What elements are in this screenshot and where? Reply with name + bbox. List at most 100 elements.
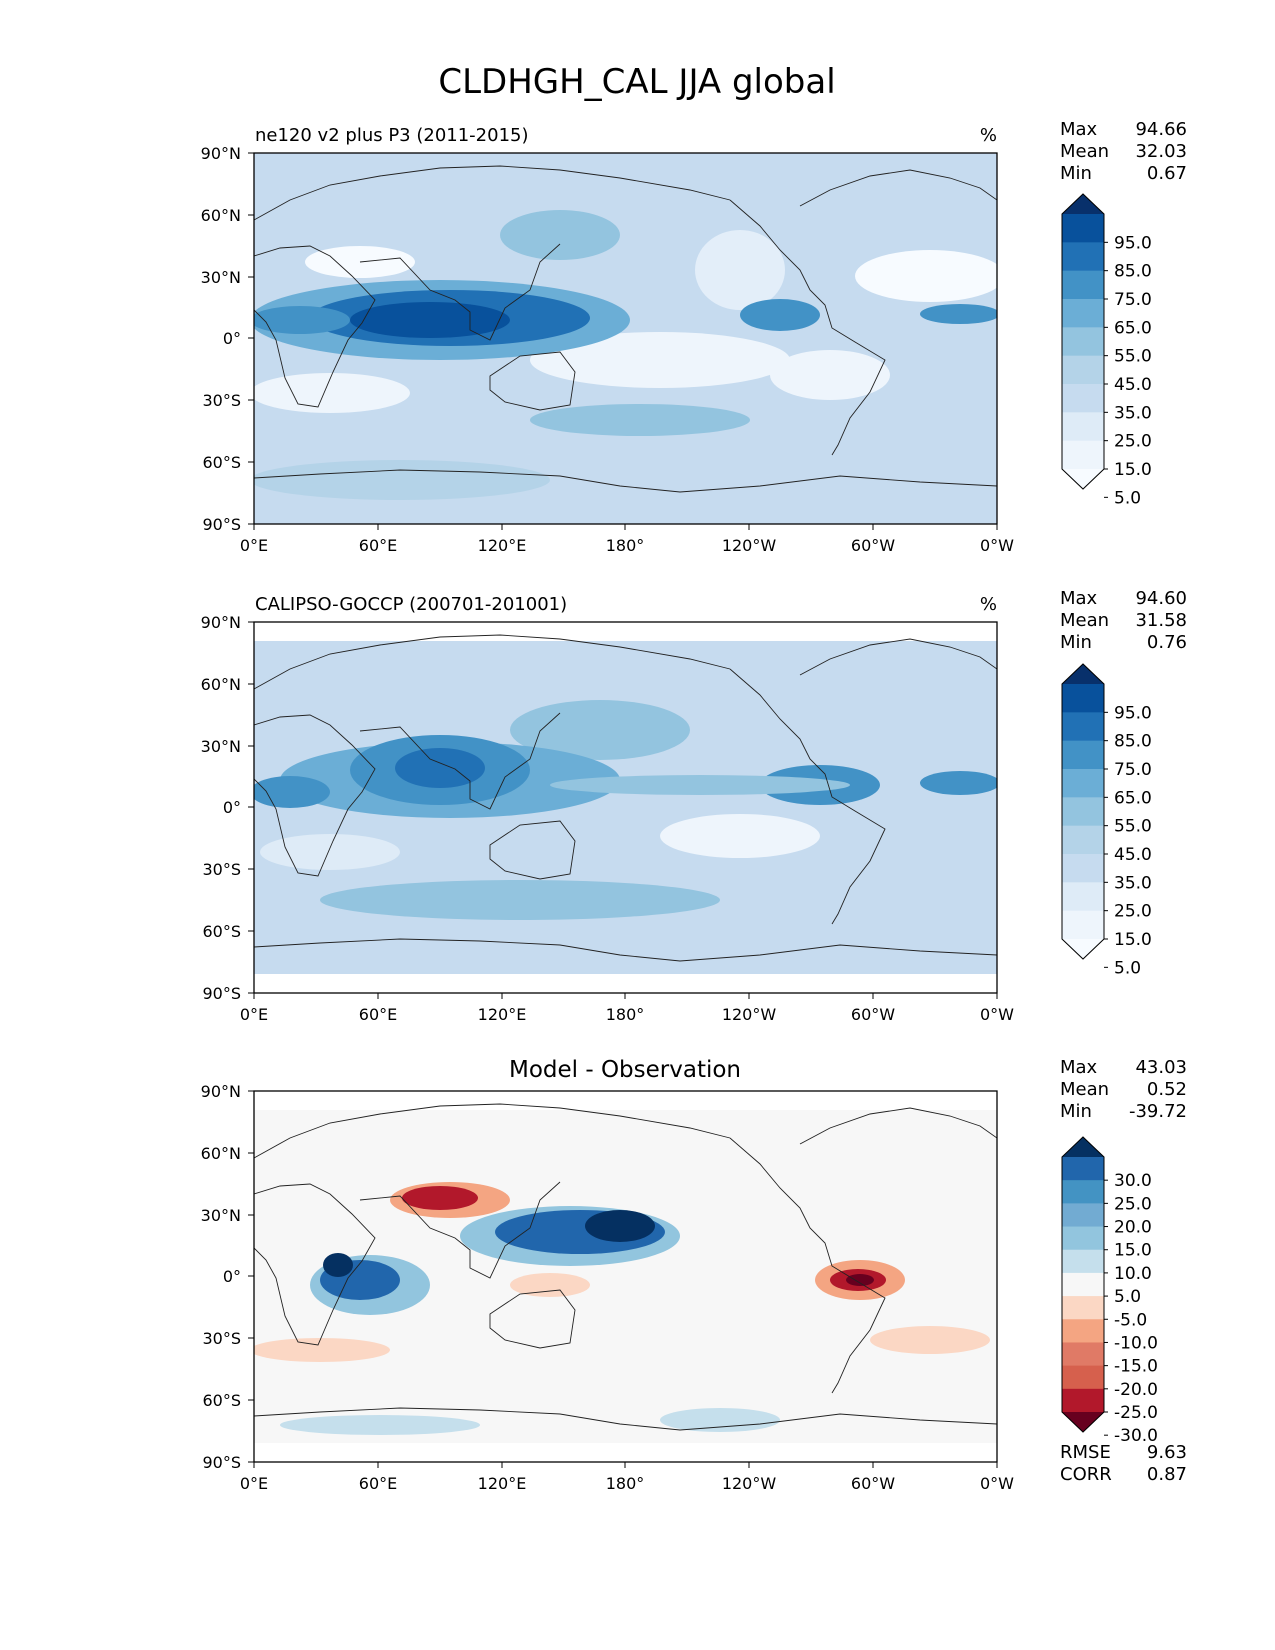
cb-model-segment-2 [1062,242,1104,272]
lon-tick-model-0: 0°E [240,536,268,555]
cb-model-extend-top [1062,194,1104,214]
cb-diff-segment-10 [1062,1365,1104,1390]
cb-diff-label-6: -5.0 [1114,1310,1147,1330]
cb-obs-label-7: 25.0 [1114,902,1152,922]
lat-tick-obs-2: 30°N [201,737,241,756]
lon-tick-obs-6: 0°W [980,1005,1014,1024]
cb-obs-segment-9 [1062,910,1104,940]
cb-obs-label-8: 15.0 [1114,930,1152,950]
colorbar-model: 95.0 85.0 75.0 65.0 55.0 45.0 35.0 25.0 15.0 5.0 [1061,193,1152,508]
lon-tick-obs-2: 120°E [478,1005,527,1024]
cb-diff-label-5: 5.0 [1114,1287,1141,1307]
cb-diff-label-2: 20.0 [1114,1218,1152,1238]
figure-title: CLDHGH_CAL JJA global [438,62,835,102]
cb-obs-segment-3 [1062,740,1104,770]
cb-model-segment-8 [1062,412,1104,442]
stats-model: Max 94.66 Mean 32.03 Min 0.67 [1060,119,1187,184]
stat-value-model-min: 0.67 [1147,163,1187,184]
lon-tick-model-5: 60°W [851,536,895,555]
stat-label-obs-min: Min [1060,632,1092,653]
cb-diff-label-4: 10.0 [1114,1264,1152,1284]
cb-obs-segment-2 [1062,712,1104,742]
cb-obs-extend-top [1062,664,1104,684]
lon-tick-obs-5: 60°W [851,1005,895,1024]
lat-tick-obs-6: 90°S [202,984,241,1003]
metric-value-corr: 0.87 [1147,1464,1187,1485]
lat-tick-model-0: 90°N [201,144,241,163]
cb-obs-segment-1 [1062,684,1104,713]
cb-model-label-9: 5.0 [1114,488,1141,508]
metric-value-rmse: 9.63 [1147,1442,1187,1463]
cb-diff-label-9: -20.0 [1114,1380,1158,1400]
panel-obs: CALIPSO-GOCCP (200701-201001) % [201,588,1187,1024]
cb-obs-segment-7 [1062,854,1104,883]
colorbar-diff: 30.0 25.0 20.0 15.0 10.0 5.0 -5.0 -10.0 -15.0 -20… [1061,1136,1158,1446]
lon-tick-diff-1: 60°E [359,1474,397,1493]
panel-obs-units: % [980,594,997,615]
metrics-diff: RMSE 9.63 CORR 0.87 [1060,1442,1187,1485]
stat-label-model-min: Min [1060,163,1092,184]
lon-tick-model-4: 120°W [722,536,777,555]
lon-tick-model-6: 0°W [980,536,1014,555]
lon-tick-obs-0: 0°E [240,1005,268,1024]
lat-tick-model-4: 30°S [202,391,241,410]
cb-obs-label-1: 85.0 [1114,732,1152,752]
cb-diff-segment-6 [1062,1272,1104,1297]
stat-value-model-mean: 32.03 [1135,141,1187,162]
cb-obs-segment-4 [1062,769,1104,798]
cb-model-label-2: 75.0 [1114,290,1152,310]
panel-obs-left-title: CALIPSO-GOCCP (200701-201001) [255,594,567,615]
cb-model-segment-9 [1062,440,1104,470]
lon-tick-obs-1: 60°E [359,1005,397,1024]
cb-model-segment-6 [1062,355,1104,385]
cb-obs-label-6: 35.0 [1114,873,1152,893]
stat-value-obs-mean: 31.58 [1135,610,1187,631]
panel-model-left-title: ne120 v2 plus P3 (2011-2015) [255,125,529,146]
cb-model-label-0: 95.0 [1114,233,1152,253]
cb-model-segment-3 [1062,270,1104,300]
cb-diff-label-1: 25.0 [1114,1194,1152,1214]
cb-model-label-8: 15.0 [1114,460,1152,480]
stat-label-model-mean: Mean [1060,141,1109,162]
cb-model-segment-1 [1062,214,1104,243]
cb-model-segment-7 [1062,384,1104,413]
stat-label-diff-min: Min [1060,1101,1092,1122]
stat-value-model-max: 94.66 [1135,119,1187,140]
cb-diff-label-10: -25.0 [1114,1403,1158,1423]
lat-tick-diff-6: 90°S [202,1453,241,1472]
lon-tick-diff-6: 0°W [980,1474,1014,1493]
stat-label-diff-mean: Mean [1060,1079,1109,1100]
cb-diff-label-7: -10.0 [1114,1333,1158,1353]
cb-diff-segment-11 [1062,1388,1104,1413]
lat-tick-diff-1: 60°N [201,1144,241,1163]
colorbar-obs: 95.0 85.0 75.0 65.0 55.0 45.0 35.0 25.0 15.0 5.0 [1061,663,1152,978]
metric-label-corr: CORR [1060,1464,1112,1485]
lat-tick-model-6: 90°S [202,515,241,534]
cb-obs-label-5: 45.0 [1114,845,1152,865]
lat-tick-diff-4: 30°S [202,1329,241,1348]
lon-tick-obs-4: 120°W [722,1005,777,1024]
lon-tick-model-3: 180° [606,536,645,555]
cb-model-segment-4 [1062,299,1104,328]
cb-model-label-5: 45.0 [1114,375,1152,395]
lon-tick-model-1: 60°E [359,536,397,555]
map-diff [254,1091,997,1462]
lon-tick-diff-0: 0°E [240,1474,268,1493]
stat-label-diff-max: Max [1060,1057,1098,1078]
lat-tick-model-1: 60°N [201,206,241,225]
cb-model-label-7: 25.0 [1114,432,1152,452]
cb-diff-label-3: 15.0 [1114,1241,1152,1261]
cb-obs-label-9: 5.0 [1114,958,1141,978]
map-obs [254,622,997,993]
panel-diff: Model - Observation [201,1057,1187,1493]
stat-value-obs-max: 94.60 [1135,588,1187,609]
lon-tick-model-2: 120°E [478,536,527,555]
stat-value-diff-mean: 0.52 [1147,1079,1187,1100]
lat-tick-diff-0: 90°N [201,1082,241,1101]
lon-tick-diff-4: 120°W [722,1474,777,1493]
lon-axis-obs: 0°E 60°E 120°E 180° 120°W 60°W 0°W [240,993,1014,1024]
lon-tick-diff-5: 60°W [851,1474,895,1493]
cb-diff-extend-bottom [1062,1412,1104,1432]
lat-tick-obs-3: 0° [223,798,241,817]
